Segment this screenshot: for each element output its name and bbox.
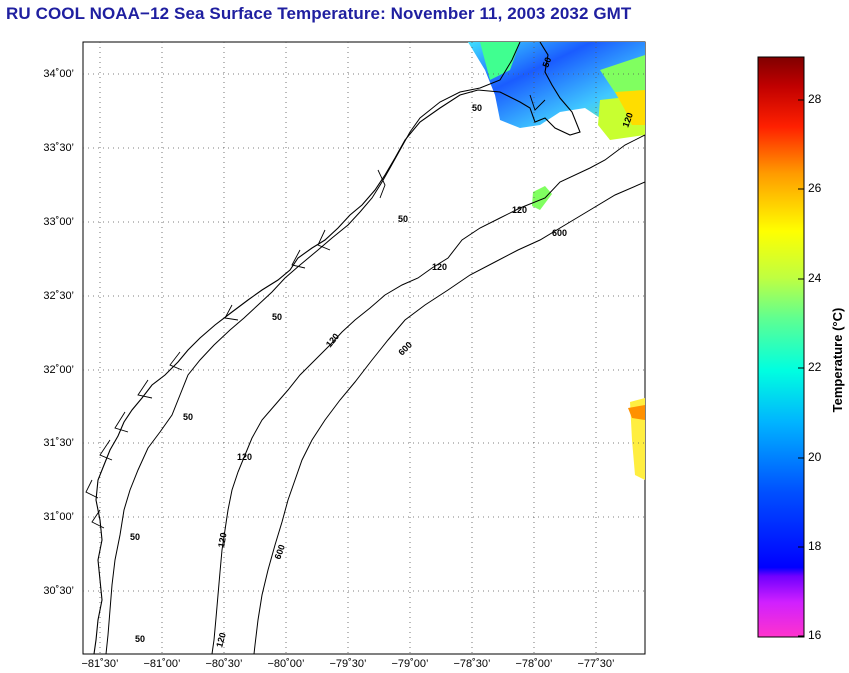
lon-tick-label: −79˚30’ <box>329 658 366 670</box>
coastline <box>93 42 581 654</box>
lon-tick-label: −81˚00’ <box>143 658 180 670</box>
sst-data-layer <box>468 42 645 480</box>
contour-120m <box>211 134 645 654</box>
colorbar-tick-label: 22 <box>808 360 822 374</box>
contour-label: 50 <box>272 312 282 322</box>
contour-label: 120 <box>432 262 447 272</box>
contour-label: 50 <box>540 56 553 69</box>
lat-tick-label: 30˚30’ <box>43 585 74 597</box>
colorbar-tick-label: 20 <box>808 450 822 464</box>
map-frame <box>82 41 646 655</box>
lat-tick-label: 32˚30’ <box>43 290 74 302</box>
lon-tick-label: −80˚30’ <box>205 658 242 670</box>
lon-tick-label: −78˚30’ <box>453 658 490 670</box>
contour-50m <box>105 42 521 654</box>
contour-label: 120 <box>512 205 527 215</box>
contour-label: 120 <box>214 631 228 648</box>
lon-tick-label: −79˚00’ <box>391 658 428 670</box>
map-graticule <box>83 42 645 654</box>
contour-label: 600 <box>552 228 567 238</box>
contour-label: 50 <box>183 412 193 422</box>
lon-tick-label: −77˚30’ <box>577 658 614 670</box>
contour-label: 50 <box>472 103 482 113</box>
contour-label: 50 <box>135 634 145 644</box>
colorbar <box>757 56 805 638</box>
lon-tick-label: −80˚00’ <box>267 658 304 670</box>
contour-label: 50 <box>130 532 140 542</box>
contour-label: 120 <box>620 111 635 129</box>
lon-tick-label: −78˚00’ <box>515 658 552 670</box>
colorbar-tick-label: 16 <box>808 628 822 642</box>
sst-patch-small <box>532 186 552 210</box>
lat-tick-label: 31˚30’ <box>43 437 74 449</box>
colorbar-tick-label: 28 <box>808 92 822 106</box>
colorbar-tick-label: 26 <box>808 181 822 195</box>
lat-tick-label: 34˚00’ <box>43 68 74 80</box>
lat-tick-label: 32˚00’ <box>43 364 74 376</box>
contour-600m <box>253 181 645 654</box>
lat-tick-label: 33˚00’ <box>43 216 74 228</box>
colorbar-tick-label: 24 <box>808 271 822 285</box>
contour-label: 120 <box>216 532 228 549</box>
lat-tick-label: 33˚30’ <box>43 142 74 154</box>
colorbar-title: Temperature (°C) <box>830 308 845 413</box>
coastline-estuaries <box>85 94 546 529</box>
contour-label: 50 <box>398 214 408 224</box>
colorbar-tick-label: 18 <box>808 539 822 553</box>
lat-tick-label: 31˚00’ <box>43 511 74 523</box>
map-title: RU COOL NOAA−12 Sea Surface Temperature:… <box>6 4 632 23</box>
contour-label: 600 <box>272 543 287 561</box>
lon-tick-label: −81˚30’ <box>81 658 118 670</box>
contour-label: 120 <box>237 452 252 462</box>
